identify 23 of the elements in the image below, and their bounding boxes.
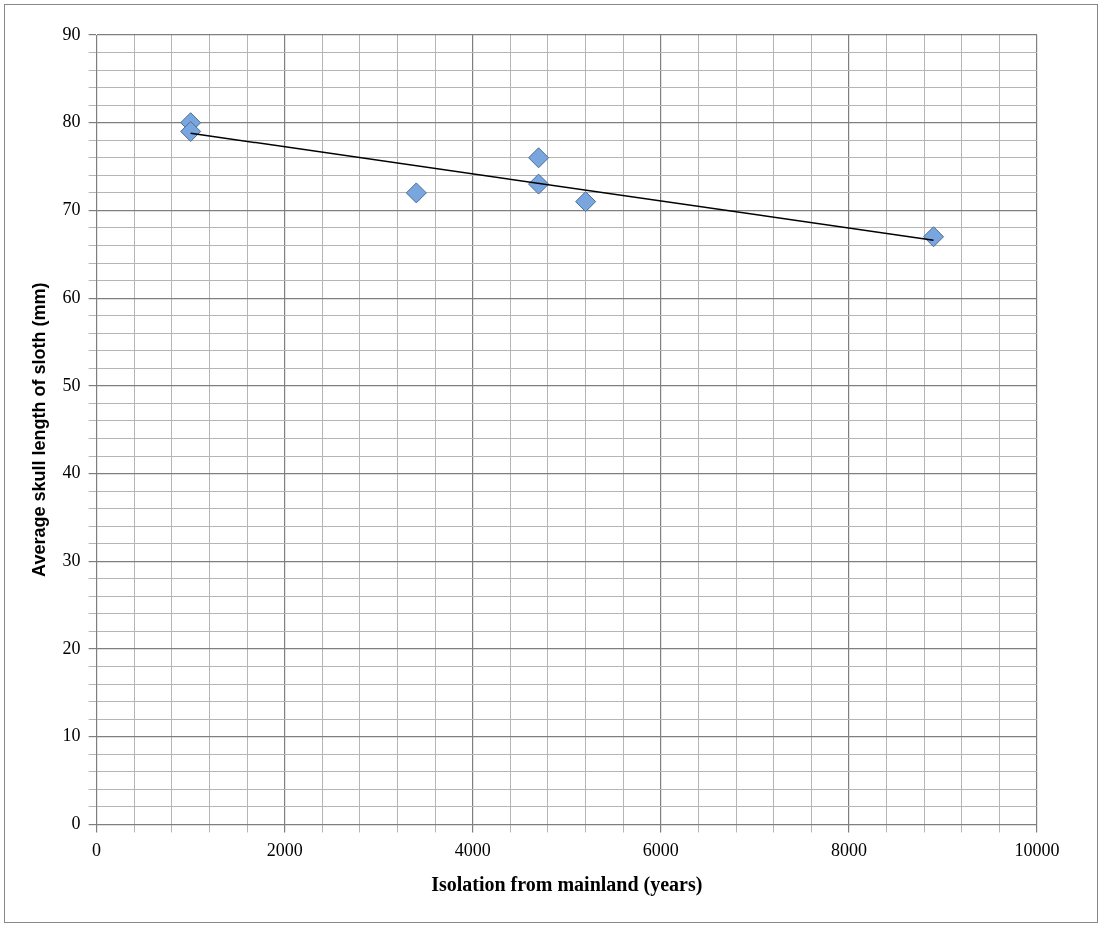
x-tick-label: 6000 — [642, 839, 679, 860]
x-tick-label: 2000 — [266, 839, 303, 860]
y-tick-label: 0 — [71, 813, 81, 834]
y-tick-label: 80 — [62, 111, 81, 132]
point — [528, 147, 550, 169]
y-axis-title: Average skull length of sloth (mm) — [28, 282, 49, 577]
x-tick-label: 4000 — [454, 839, 491, 860]
point — [923, 226, 945, 248]
y-tick-label: 20 — [62, 637, 81, 658]
point — [575, 191, 597, 213]
x-axis-title: Isolation from mainland (years) — [431, 873, 703, 897]
y-tick-label: 70 — [62, 199, 81, 220]
x-tick-label: 8000 — [830, 839, 867, 860]
x-tick-label: 0 — [92, 839, 102, 860]
y-tick-label: 40 — [62, 462, 81, 483]
x-tick-label: 10000 — [1014, 839, 1060, 860]
y-tick-label: 60 — [62, 286, 81, 307]
y-tick-label: 30 — [62, 550, 81, 570]
point — [405, 182, 427, 204]
y-tick-label: 90 — [62, 23, 81, 44]
point — [180, 120, 202, 142]
y-tick-label: 50 — [62, 374, 81, 395]
y-tick-label: 10 — [62, 725, 81, 746]
